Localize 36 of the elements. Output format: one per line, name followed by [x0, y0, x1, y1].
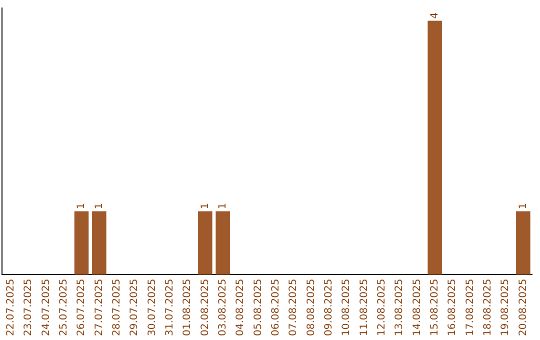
x-tick-label: 17.08.2025	[464, 278, 476, 336]
x-tick-label: 06.08.2025	[270, 278, 282, 336]
x-tick-label: 19.08.2025	[500, 278, 512, 336]
data-label: 1	[94, 202, 105, 210]
x-tick-label: 01.08.2025	[182, 278, 194, 336]
x-tick-label: 09.08.2025	[323, 278, 334, 336]
x-tick-label: 15.08.2025	[429, 278, 440, 336]
x-tick-label: 11.08.2025	[358, 278, 370, 336]
x-tick-label: 10.08.2025	[341, 278, 352, 336]
x-tick-label: 30.07.2025	[146, 278, 158, 336]
x-tick-label: 05.08.2025	[252, 278, 264, 336]
x-tick-label: 27.07.2025	[94, 278, 105, 336]
x-tick-label: 03.08.2025	[217, 278, 228, 336]
x-tick-label: 12.08.2025	[376, 278, 388, 336]
x-tick-label: 26.07.2025	[76, 278, 88, 336]
x-tick-label: 02.08.2025	[200, 278, 211, 336]
data-label: 1	[518, 202, 529, 210]
x-tick-label: 24.07.2025	[40, 278, 52, 336]
x-tick-label: 29.07.2025	[129, 278, 140, 336]
data-label: 4	[429, 12, 440, 19]
x-tick-label: 23.07.2025	[23, 278, 34, 336]
x-tick-label: 14.08.2025	[412, 278, 423, 336]
x-tick-label: 28.07.2025	[111, 278, 122, 336]
data-label: 1	[76, 202, 88, 210]
x-tick-label: 07.08.2025	[288, 278, 300, 336]
x-tick-label: 04.08.2025	[235, 278, 246, 336]
x-tick-label: 25.07.2025	[58, 278, 70, 336]
x-tick-label: 31.07.2025	[164, 278, 176, 336]
x-tick-label: 18.08.2025	[482, 278, 494, 336]
x-tick-label: 08.08.2025	[306, 278, 317, 336]
data-label: 1	[200, 202, 211, 210]
data-label: 1	[217, 202, 228, 210]
x-tick-label: 22.07.2025	[5, 278, 16, 336]
x-tick-label: 20.08.2025	[518, 278, 529, 336]
x-tick-label: 13.08.2025	[394, 278, 406, 336]
x-tick-label: 16.08.2025	[447, 278, 458, 336]
